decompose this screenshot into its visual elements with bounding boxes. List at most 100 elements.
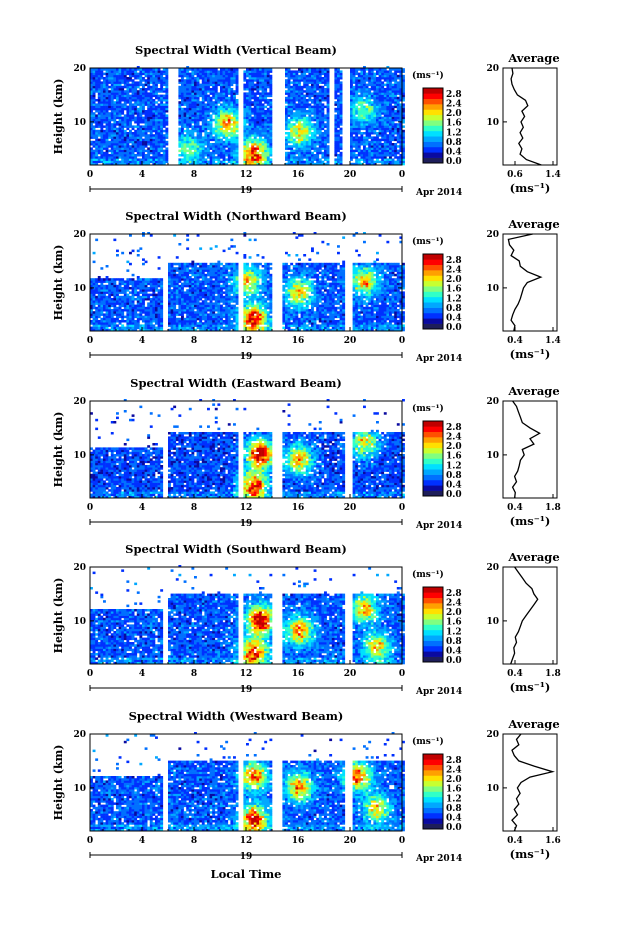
heatmap-cell xyxy=(246,156,249,159)
heatmap-cell xyxy=(386,149,390,153)
heatmap-cell xyxy=(318,70,322,73)
heatmap-cell xyxy=(386,72,390,76)
heatmap-cell xyxy=(396,129,400,133)
heatmap-cell xyxy=(97,85,101,89)
heatmap-cell xyxy=(318,151,322,155)
heatmap-cell xyxy=(243,125,247,128)
heatmap-cell xyxy=(186,110,190,113)
heatmap-cell xyxy=(134,105,138,109)
heatmap-cell xyxy=(131,306,135,310)
heatmap-cell xyxy=(204,158,208,161)
heatmap-cell xyxy=(105,315,109,319)
heatmap-cell xyxy=(300,116,304,120)
heatmap-cell xyxy=(162,99,166,102)
heatmap-cell xyxy=(256,156,260,159)
heatmap-cell xyxy=(383,83,387,87)
heatmap-cell xyxy=(90,72,93,76)
heatmap-cell xyxy=(144,322,148,325)
heatmap-cell xyxy=(191,145,195,148)
heatmap-cell xyxy=(248,140,252,144)
heatmap-cell xyxy=(105,311,109,314)
heatmap-cell xyxy=(199,83,203,87)
heatmap-cell xyxy=(142,145,145,148)
heatmap-cell xyxy=(383,112,387,115)
heatmap-cell xyxy=(227,158,231,161)
heatmap-cell xyxy=(269,134,273,137)
heatmap-cell xyxy=(134,136,138,139)
heatmap-cell xyxy=(149,315,153,319)
heatmap-cell xyxy=(386,79,390,82)
heatmap-cell xyxy=(142,149,145,153)
heatmap-cell xyxy=(352,125,356,128)
heatmap-cell xyxy=(108,68,112,71)
heatmap-cell xyxy=(233,103,236,106)
heatmap-cell xyxy=(123,85,127,89)
heatmap-cell xyxy=(155,140,158,144)
heatmap-cell xyxy=(303,136,307,139)
heatmap-cell xyxy=(214,85,218,89)
heatmap-cell xyxy=(256,147,260,150)
heatmap-cell xyxy=(162,103,166,106)
heatmap-cell xyxy=(157,103,161,106)
heatmap-cell xyxy=(121,302,125,305)
heatmap-cell xyxy=(199,116,203,120)
heatmap-cell xyxy=(147,136,151,139)
heatmap-cell xyxy=(391,149,395,153)
heatmap-cell xyxy=(269,143,273,146)
heatmap-cell xyxy=(152,127,156,131)
heatmap-cell xyxy=(142,298,145,301)
heatmap-cell xyxy=(363,70,366,73)
heatmap-cell xyxy=(212,83,216,87)
heatmap-cell xyxy=(186,160,190,164)
heatmap-cell xyxy=(113,92,117,95)
heatmap-cell xyxy=(212,160,216,164)
heatmap-cell xyxy=(134,140,138,144)
heatmap-cell xyxy=(253,79,257,82)
heatmap-cell xyxy=(292,138,296,142)
heatmap-cell xyxy=(383,107,387,111)
heatmap-cell xyxy=(131,249,135,253)
heatmap-cell xyxy=(334,154,338,157)
heatmap-cell xyxy=(105,79,109,82)
heatmap-cell xyxy=(292,94,296,98)
heatmap-cell xyxy=(123,280,127,283)
heatmap-cell xyxy=(365,88,369,91)
heatmap-cell xyxy=(157,256,161,259)
heatmap-cell xyxy=(266,101,270,104)
heatmap-cell xyxy=(316,127,320,131)
heatmap-cell xyxy=(318,92,322,95)
heatmap-cell xyxy=(100,136,104,139)
heatmap-cell xyxy=(399,83,403,87)
heatmap-cell xyxy=(287,90,291,93)
panel-1: Spectral Width (Northward Beam)0 4 8 12 16 20… xyxy=(52,209,561,364)
heatmap-cell xyxy=(251,83,255,87)
heatmap-cell xyxy=(316,132,320,135)
heatmap-cell xyxy=(116,326,119,330)
heatmap-cell xyxy=(165,147,169,150)
heatmap-cell xyxy=(155,81,158,84)
heatmap-cell xyxy=(134,162,138,166)
heatmap-cell xyxy=(266,70,270,73)
heatmap-cell xyxy=(295,85,299,89)
heatmap-cell xyxy=(269,107,273,111)
heatmap-cell xyxy=(303,81,307,84)
heatmap-cell xyxy=(326,81,330,84)
heatmap-cell xyxy=(326,72,330,76)
heatmap-cell xyxy=(298,90,301,93)
heatmap-cell xyxy=(261,149,265,153)
heatmap-cell xyxy=(129,138,132,142)
heatmap-cell xyxy=(157,328,161,332)
heatmap-cell xyxy=(378,129,382,133)
heatmap-cell xyxy=(394,101,398,104)
colorbar-frame xyxy=(422,87,444,164)
heatmap-cell xyxy=(318,127,322,131)
heatmap-cell xyxy=(365,114,369,117)
heatmap-cell xyxy=(360,121,364,124)
heatmap-cell xyxy=(152,81,156,84)
heatmap-cell xyxy=(188,151,192,155)
heatmap-cell xyxy=(147,289,151,292)
heatmap-cell xyxy=(149,99,153,102)
heatmap-cell xyxy=(152,162,156,166)
heatmap-cell xyxy=(152,309,156,312)
heatmap-cell xyxy=(97,83,101,87)
